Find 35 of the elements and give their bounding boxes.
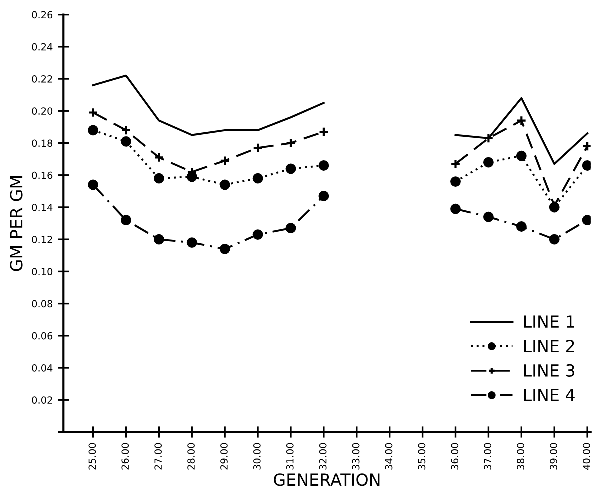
y-tick-label: 0.08: [32, 300, 53, 308]
y-tick-label: 0.14: [32, 204, 53, 212]
x-tick-label: 35.00: [418, 443, 426, 470]
y-tick-label: 0.16: [32, 172, 53, 180]
x-tick-label: 40.00: [583, 443, 590, 470]
x-tick-label: 32.00: [319, 443, 327, 470]
x-tick-label: 37.00: [484, 443, 492, 470]
y-tick-label: 0.18: [32, 140, 53, 148]
x-tick-label: 31.00: [286, 443, 294, 470]
x-tick-label: 30.00: [254, 443, 261, 470]
x-tick-label: 38.00: [517, 443, 524, 470]
legend-label: LINE 2: [524, 340, 574, 352]
x-tick-label: 26.00: [122, 443, 130, 470]
legend-label: LINE 1: [524, 316, 574, 328]
y-axis-title: GM PER GM: [10, 176, 23, 272]
legend-label: LINE 4: [524, 389, 575, 402]
y-tick-label: 0.10: [32, 268, 53, 276]
x-tick-label: 25.00: [88, 443, 96, 470]
x-tick-label: 29.00: [220, 443, 228, 470]
x-tick-label: 34.00: [385, 443, 393, 470]
y-tick-label: 0.26: [32, 11, 53, 19]
x-tick-label: 28.00: [188, 443, 195, 470]
y-tick-label: 0.24: [32, 43, 53, 51]
x-tick-label: 39.00: [550, 443, 558, 470]
legend-label: LINE 3: [524, 364, 575, 378]
x-tick-label: 27.00: [154, 443, 162, 470]
y-tick-label: 0.02: [32, 396, 52, 404]
x-tick-label: 33.00: [352, 443, 360, 470]
y-tick-label: 0.06: [32, 332, 53, 340]
x-tick-label: 36.00: [451, 443, 459, 470]
y-tick-label: 0.20: [32, 108, 53, 115]
y-tick-label: 0.04: [32, 364, 53, 372]
y-tick-label: 0.22: [32, 76, 52, 83]
x-axis-title: GENERATION: [274, 474, 380, 486]
y-tick-label: 0.12: [32, 236, 52, 244]
